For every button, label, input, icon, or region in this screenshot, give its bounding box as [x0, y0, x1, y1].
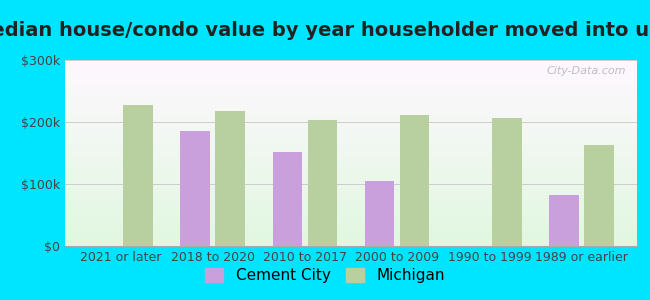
Bar	[307, 119, 337, 246]
Text: Median house/condo value by year householder moved into unit: Median house/condo value by year househo…	[0, 21, 650, 40]
Bar	[180, 131, 210, 246]
Bar	[400, 115, 430, 246]
Bar	[272, 152, 302, 246]
Bar	[492, 118, 522, 246]
Bar	[215, 111, 245, 246]
Bar	[549, 195, 579, 246]
Bar	[584, 145, 614, 246]
Text: City-Data.com: City-Data.com	[546, 66, 625, 76]
Legend: Cement City, Michigan: Cement City, Michigan	[199, 262, 451, 290]
Bar	[123, 105, 153, 246]
Bar	[365, 181, 395, 246]
